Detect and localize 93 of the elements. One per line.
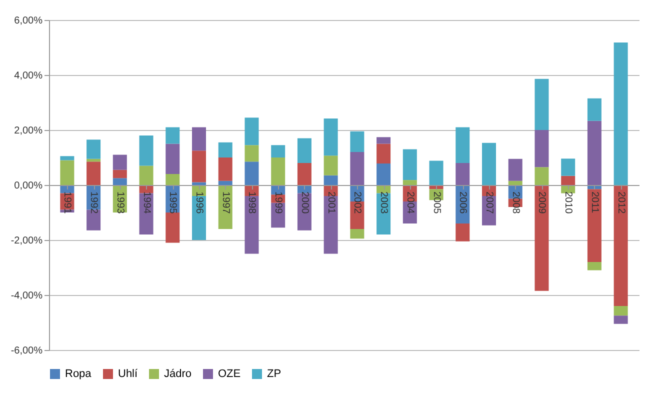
bar xyxy=(614,185,628,306)
bar xyxy=(561,176,576,185)
x-tick-label: 2007 xyxy=(484,192,494,214)
x-tick-label: 2012 xyxy=(615,192,626,214)
x-tick-label: 1996 xyxy=(194,192,204,214)
bar xyxy=(271,145,286,158)
bar xyxy=(297,163,312,185)
legend-label: Uhlí xyxy=(118,368,139,380)
bar xyxy=(192,150,206,182)
bar xyxy=(587,189,602,262)
bar xyxy=(534,185,549,291)
bar xyxy=(376,164,391,185)
x-tick-label: 2002 xyxy=(352,192,363,214)
bar xyxy=(139,166,154,185)
y-tick-label: -6,00% xyxy=(10,346,43,356)
bar xyxy=(376,144,391,164)
bar xyxy=(456,127,470,163)
bar xyxy=(350,131,364,152)
bar xyxy=(271,158,286,185)
bar xyxy=(508,180,522,185)
bar xyxy=(192,127,206,151)
bar xyxy=(534,130,549,168)
bar xyxy=(86,140,101,159)
y-tick-label: 2,00% xyxy=(14,126,43,136)
bar xyxy=(534,167,549,185)
bar xyxy=(139,136,154,166)
x-tick-label: 2001 xyxy=(325,192,336,214)
bar xyxy=(166,174,180,185)
bar xyxy=(614,306,628,316)
bar xyxy=(587,120,602,185)
y-tick-label: -2,00% xyxy=(10,236,43,246)
bar xyxy=(324,156,338,176)
x-tick-label: 1992 xyxy=(88,192,100,214)
bar xyxy=(86,158,101,162)
x-tick-label: 2003 xyxy=(378,192,390,214)
x-tick-label: 2000 xyxy=(298,192,310,214)
bar xyxy=(350,152,364,185)
bar xyxy=(166,144,180,174)
bar xyxy=(482,142,496,185)
bar xyxy=(456,224,470,242)
bar xyxy=(350,229,364,239)
x-tick-label: 2011 xyxy=(588,192,600,214)
bar xyxy=(561,158,576,176)
bar xyxy=(244,162,259,185)
bar xyxy=(456,163,470,185)
bar xyxy=(429,160,444,185)
bar xyxy=(324,175,338,185)
bar xyxy=(60,156,74,160)
legend-label: Ropa xyxy=(65,368,92,380)
bar xyxy=(192,182,206,185)
x-tick-label: 2008 xyxy=(510,192,521,214)
bar xyxy=(614,42,628,185)
x-tick-label: 2009 xyxy=(536,192,548,214)
x-tick-label: 1993 xyxy=(114,192,126,214)
bar xyxy=(402,149,417,180)
bar xyxy=(614,316,628,324)
bar xyxy=(112,178,127,185)
x-tick-label: 1995 xyxy=(167,192,178,214)
x-tick-label: 1991 xyxy=(62,192,73,214)
legend-label: Jádro xyxy=(164,368,192,380)
bar xyxy=(587,262,602,270)
x-tick-label: 2005 xyxy=(430,192,442,214)
bar xyxy=(244,145,259,162)
x-tick-label: 1998 xyxy=(246,192,258,214)
bar xyxy=(324,118,338,156)
bar xyxy=(508,158,522,181)
bar xyxy=(244,118,259,146)
bar xyxy=(60,160,74,185)
bar xyxy=(112,154,127,170)
bar xyxy=(218,142,232,158)
y-tick-label: 4,00% xyxy=(14,70,43,82)
x-tick-label: 1997 xyxy=(220,192,231,214)
x-tick-label: 2010 xyxy=(562,192,574,214)
x-tick-label: 2004 xyxy=(404,192,416,214)
legend-label: ZP xyxy=(267,368,282,380)
x-tick-label: 1999 xyxy=(272,192,284,214)
x-tick-label: 2006 xyxy=(457,192,468,214)
bar xyxy=(402,180,417,185)
y-tick-label: -4,00% xyxy=(10,290,43,302)
bar xyxy=(376,137,391,144)
bar xyxy=(112,170,127,178)
bar xyxy=(166,127,180,144)
bar xyxy=(86,162,101,185)
bar xyxy=(218,180,232,185)
bar xyxy=(534,78,549,130)
bar xyxy=(587,98,602,121)
bar xyxy=(218,158,232,181)
bar xyxy=(297,138,312,163)
x-tick-label: 1994 xyxy=(140,192,152,214)
bar xyxy=(166,212,180,243)
y-tick-label: 0,00% xyxy=(14,180,43,192)
y-tick-label: 6,00% xyxy=(14,16,43,26)
legend-label: OZE xyxy=(218,368,241,380)
